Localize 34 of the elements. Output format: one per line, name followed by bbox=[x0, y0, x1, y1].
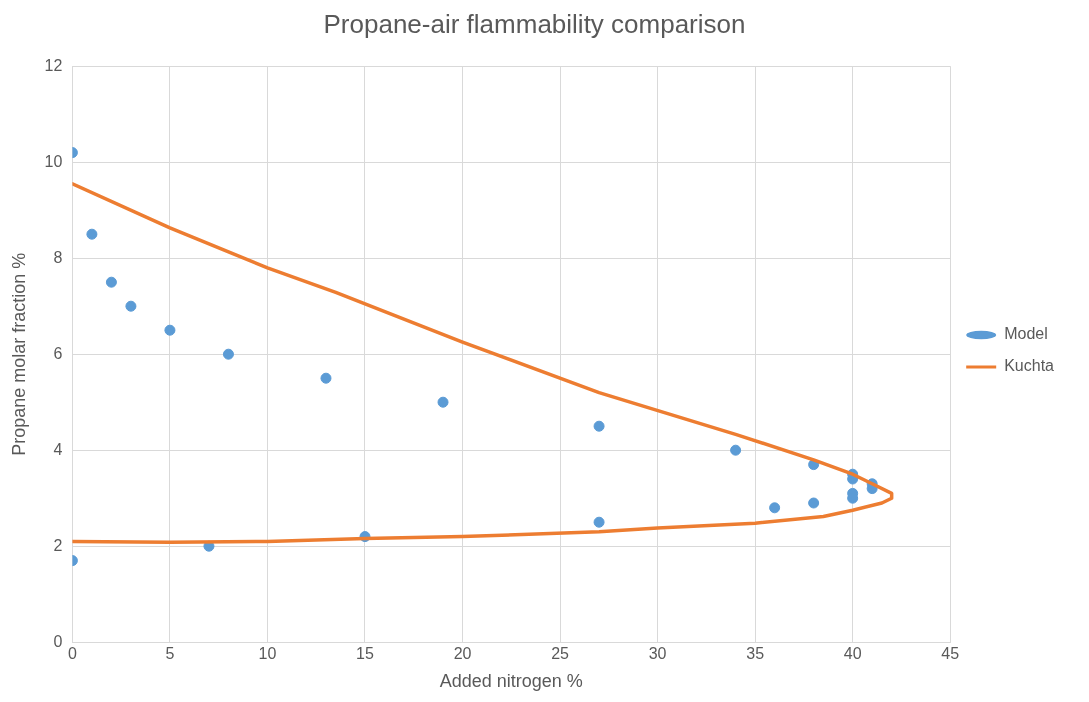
point bbox=[86, 228, 98, 240]
point bbox=[437, 396, 449, 408]
legend-label: Kuchta bbox=[1004, 357, 1055, 375]
x-tick-label: 35 bbox=[746, 645, 765, 663]
y-tick-label: 4 bbox=[53, 440, 63, 458]
legend-label: Model bbox=[1004, 325, 1048, 343]
y-tick-label: 0 bbox=[53, 632, 63, 650]
point bbox=[164, 324, 176, 336]
point bbox=[125, 300, 137, 312]
point bbox=[593, 516, 605, 528]
x-tick-label: 45 bbox=[941, 645, 960, 663]
y-tick-label: 8 bbox=[53, 248, 63, 266]
y-tick-label: 6 bbox=[53, 344, 63, 362]
x-tick-label: 5 bbox=[165, 645, 175, 663]
y-tick-label: 10 bbox=[44, 152, 63, 170]
x-tick-label: 0 bbox=[67, 645, 77, 663]
point bbox=[222, 348, 234, 360]
x-tick-label: 20 bbox=[453, 645, 472, 663]
y-tick-label: 12 bbox=[44, 56, 63, 74]
point bbox=[808, 497, 820, 509]
x-tick-label: 40 bbox=[843, 645, 862, 663]
x-tick-label: 10 bbox=[258, 645, 277, 663]
point bbox=[105, 276, 117, 288]
point bbox=[320, 372, 332, 384]
y-axis-title: Propane molar fraction % bbox=[8, 252, 29, 456]
x-tick-label: 25 bbox=[551, 645, 570, 663]
x-axis-title: Added nitrogen % bbox=[439, 671, 583, 692]
y-tick-label: 2 bbox=[53, 536, 63, 554]
x-tick-label: 15 bbox=[356, 645, 374, 663]
x-tick-label: 30 bbox=[648, 645, 667, 663]
chart-title: Propane-air flammability comparison bbox=[323, 8, 746, 39]
point bbox=[730, 444, 742, 456]
point bbox=[769, 502, 781, 514]
point bbox=[593, 420, 605, 432]
